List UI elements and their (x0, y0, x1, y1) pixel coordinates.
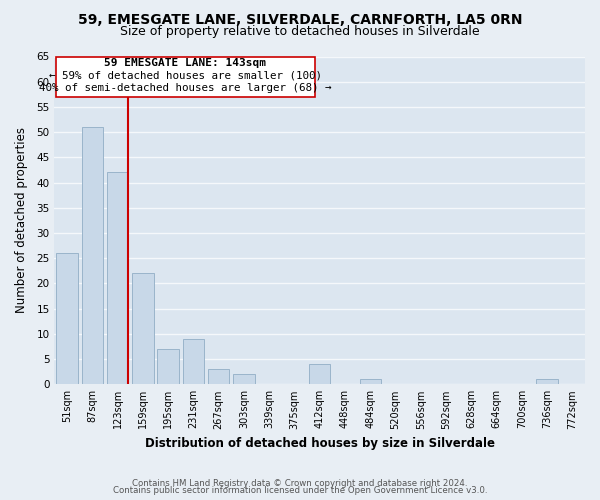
Bar (359, 380, 381, 384)
Text: Size of property relative to detached houses in Silverdale: Size of property relative to detached ho… (120, 25, 480, 38)
Bar (132, 274, 154, 384)
Text: Contains public sector information licensed under the Open Government Licence v3: Contains public sector information licen… (113, 486, 487, 495)
Bar (182, 339, 204, 384)
Bar (208, 369, 229, 384)
Bar (536, 380, 558, 384)
Bar (309, 364, 331, 384)
Bar (82, 127, 103, 384)
Y-axis label: Number of detached properties: Number of detached properties (15, 128, 28, 314)
Text: 40% of semi-detached houses are larger (68) →: 40% of semi-detached houses are larger (… (39, 84, 331, 94)
Bar (233, 374, 254, 384)
Text: ← 59% of detached houses are smaller (100): ← 59% of detached houses are smaller (10… (49, 70, 322, 80)
Bar (56, 253, 78, 384)
Text: 59 EMESGATE LANE: 143sqm: 59 EMESGATE LANE: 143sqm (104, 58, 266, 68)
FancyBboxPatch shape (56, 56, 314, 97)
Text: 59, EMESGATE LANE, SILVERDALE, CARNFORTH, LA5 0RN: 59, EMESGATE LANE, SILVERDALE, CARNFORTH… (78, 12, 522, 26)
Bar (107, 172, 128, 384)
X-axis label: Distribution of detached houses by size in Silverdale: Distribution of detached houses by size … (145, 437, 495, 450)
Text: Contains HM Land Registry data © Crown copyright and database right 2024.: Contains HM Land Registry data © Crown c… (132, 478, 468, 488)
Bar (157, 349, 179, 384)
